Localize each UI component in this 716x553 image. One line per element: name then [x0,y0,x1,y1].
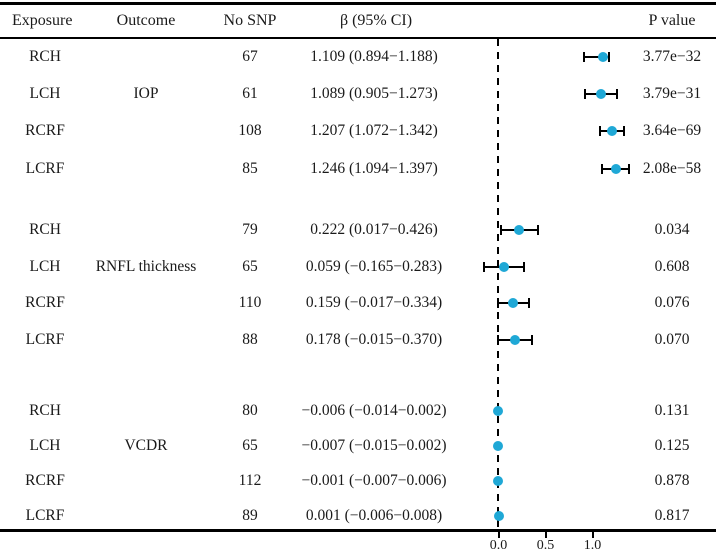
x-axis-tick [544,532,547,538]
exposure-label: RCH [29,402,61,419]
ci-cap [497,335,500,345]
ci-whisker [582,56,611,58]
ci-cap [496,298,499,308]
p-value: 3.64e−69 [642,122,702,139]
ci-cap [616,89,619,99]
ci-cap [536,225,539,235]
ci-cap [599,126,602,136]
exposure-label: RCH [29,48,61,65]
no-snp-value: 80 [242,402,258,419]
exposure-label: LCRF [25,160,65,177]
no-snp-value: 112 [238,472,262,489]
ci-cap [608,52,611,62]
no-snp-value: 65 [242,437,258,454]
no-snp-value: 108 [238,122,262,139]
outcome-label: VCDR [124,437,168,454]
exposure-label: LCH [29,258,61,275]
beta-ci-value: −0.006 (−0.014−0.002) [301,402,447,419]
exposure-label: LCH [29,437,61,454]
effect-point [597,52,608,62]
effect-point [499,262,510,272]
exposure-label: RCRF [25,294,65,311]
exposure-label: RCH [29,221,61,238]
effect-point [510,335,521,345]
p-value: 0.131 [654,402,690,419]
effect-point [493,511,504,521]
p-value: 0.125 [654,437,690,454]
exposure-label: LCH [29,85,61,102]
p-value: 0.070 [654,331,690,348]
ci-cap [531,335,534,345]
p-value: 0.076 [654,294,690,311]
exposure-label: RCRF [25,122,65,139]
exposure-label: LCRF [25,507,65,524]
no-snp-value: 85 [242,160,258,177]
zero-reference-line [497,39,499,529]
no-snp-value: 88 [242,331,258,348]
p-value: 0.608 [654,258,690,275]
outcome-label: IOP [133,85,159,102]
ci-cap [500,225,503,235]
beta-ci-value: −0.007 (−0.015−0.002) [301,437,447,454]
p-value: 2.08e−58 [642,160,702,177]
x-axis-line [0,529,716,532]
column-header-p-value: P value [648,12,696,29]
column-header-exposure: Exposure [12,12,73,29]
outcome-label: RNFL thickness [95,258,197,275]
no-snp-value: 110 [238,294,262,311]
no-snp-value: 67 [242,48,258,65]
x-axis-tick [591,532,594,538]
x-axis-tick-label: 1.0 [583,538,602,553]
effect-point [606,126,617,136]
ci-cap [527,298,530,308]
beta-ci-value: 1.109 (0.894−1.188) [310,48,438,65]
column-header-outcome: Outcome [116,12,176,29]
p-value: 3.77e−32 [642,48,702,65]
beta-ci-value: 0.159 (−0.017−0.334) [305,294,443,311]
no-snp-value: 89 [242,507,258,524]
ci-cap [482,262,485,272]
exposure-label: RCRF [25,472,65,489]
effect-point [492,406,503,416]
x-axis-tick-label: 0.5 [536,538,555,553]
beta-ci-value: 1.089 (0.905−1.273) [310,85,438,102]
effect-point [492,441,503,451]
no-snp-value: 65 [242,258,258,275]
beta-ci-value: 1.246 (1.094−1.397) [310,160,438,177]
ci-cap [523,262,526,272]
column-header-beta-ci: β (95% CI) [339,12,413,29]
column-header-no-snp: No SNP [223,12,277,29]
p-value: 3.79e−31 [642,85,702,102]
top-rule [0,2,716,5]
effect-point [610,164,621,174]
exposure-label: LCRF [25,331,65,348]
beta-ci-value: −0.001 (−0.007−0.006) [301,472,447,489]
p-value: 0.817 [654,507,690,524]
no-snp-value: 79 [242,221,258,238]
ci-cap [583,89,586,99]
effect-point [595,89,606,99]
effect-point [514,225,525,235]
header-rule [0,37,716,39]
ci-cap [582,52,585,62]
beta-ci-value: 0.001 (−0.006−0.008) [305,507,443,524]
beta-ci-value: 0.059 (−0.165−0.283) [305,258,443,275]
x-axis-tick-label: 0.0 [489,538,508,553]
effect-point [508,298,519,308]
effect-point [493,476,504,486]
p-value: 0.878 [654,472,690,489]
beta-ci-value: 0.178 (−0.015−0.370) [305,331,443,348]
beta-ci-value: 0.222 (0.017−0.426) [310,221,438,238]
ci-cap [627,164,630,174]
x-axis-tick [497,532,500,538]
no-snp-value: 61 [242,85,258,102]
ci-cap [622,126,625,136]
ci-cap [601,164,604,174]
p-value: 0.034 [654,221,690,238]
beta-ci-value: 1.207 (1.072−1.342) [310,122,438,139]
